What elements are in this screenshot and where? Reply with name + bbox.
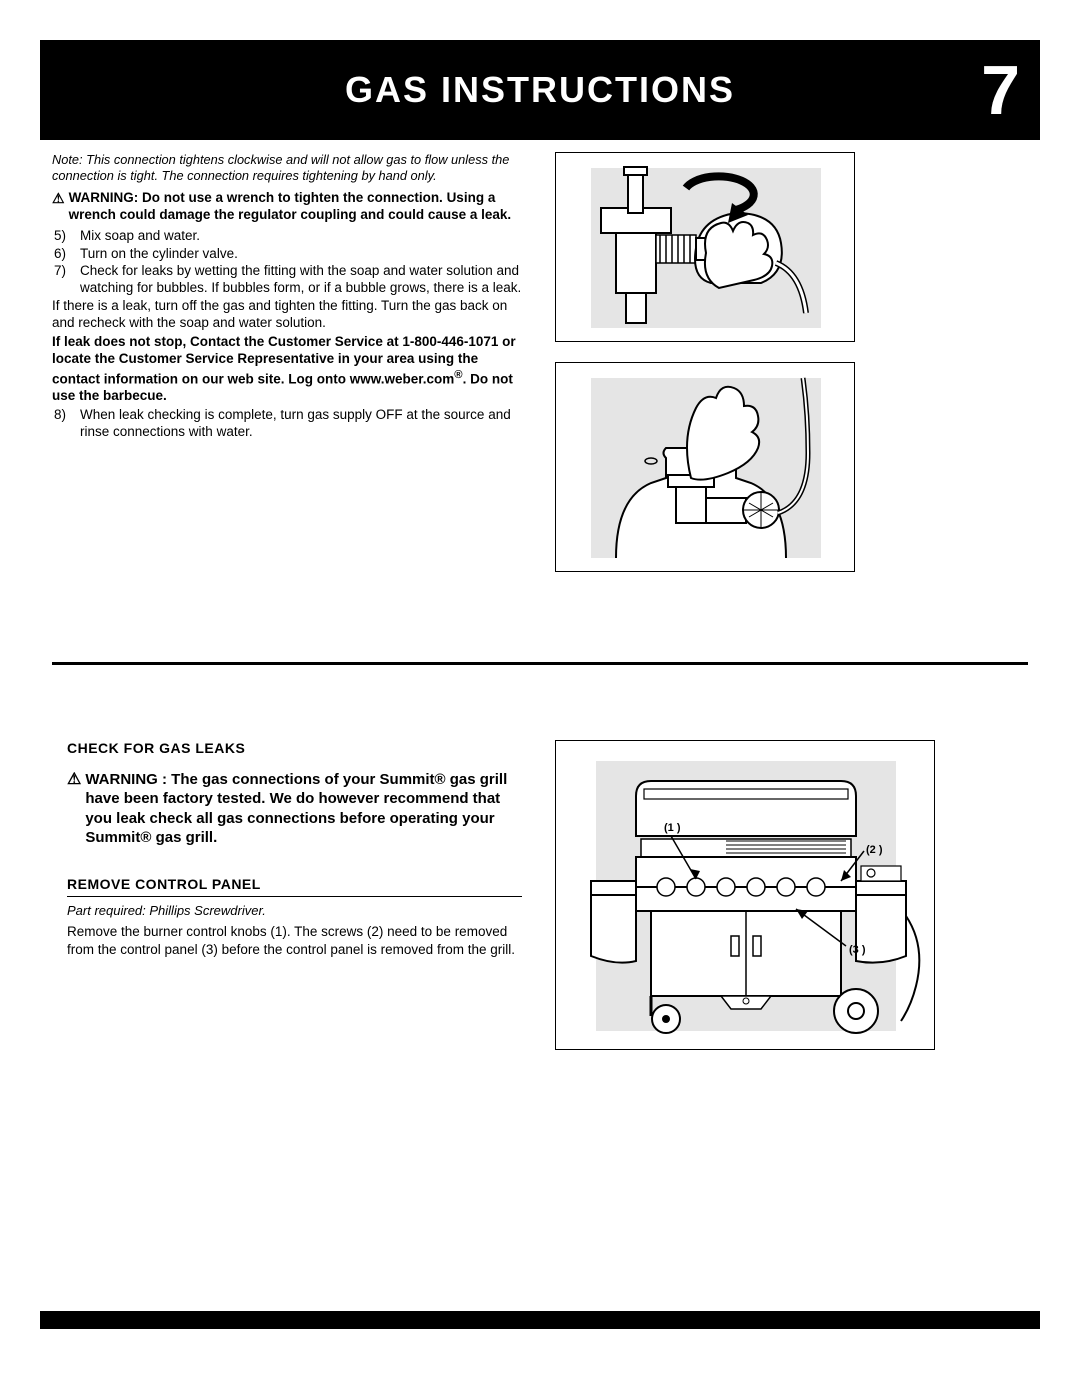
remove-panel-body: Remove the burner control knobs (1). The… <box>67 923 522 958</box>
section-top: Note: This connection tightens clockwise… <box>52 152 522 442</box>
step-7: 7) Check for leaks by wetting the fittin… <box>52 263 522 297</box>
figure-grill: (1 ) (2 ) (3 ) <box>555 740 935 1050</box>
note-text: Note: This connection tightens clockwise… <box>52 152 522 184</box>
contact-text: If leak does not stop, Contact the Custo… <box>52 334 516 386</box>
page-number: 7 <box>981 50 1020 130</box>
warning-text: WARNING : The gas connections of your Su… <box>85 770 522 848</box>
step-text: Check for leaks by wetting the fitting w… <box>80 263 522 297</box>
callout-1: (1 ) <box>664 822 681 834</box>
para-leak: If there is a leak, turn off the gas and… <box>52 298 522 332</box>
reg-mark: ® <box>454 369 462 381</box>
section-bottom: CHECK FOR GAS LEAKS ⚠ WARNING : The gas … <box>67 740 522 960</box>
part-required: Part required: Phillips Screwdriver. <box>67 903 522 920</box>
warning-icon: ⚠ <box>52 190 65 224</box>
callout-3: (3 ) <box>849 944 866 956</box>
heading-check-leaks: CHECK FOR GAS LEAKS <box>67 740 522 758</box>
step-num: 7) <box>52 263 80 297</box>
warning-bottom: ⚠ WARNING : The gas connections of your … <box>67 770 522 848</box>
heading-remove-panel: REMOVE CONTROL PANEL <box>67 876 522 894</box>
warning-text: WARNING: Do not use a wrench to tighten … <box>69 190 522 224</box>
rule <box>67 896 522 897</box>
step-num: 5) <box>52 228 80 245</box>
para-contact: If leak does not stop, Contact the Custo… <box>52 334 522 405</box>
step-text: Turn on the cylinder valve. <box>80 246 522 263</box>
step-num: 8) <box>52 407 80 441</box>
figure-regulator-hand <box>555 152 855 342</box>
figure-cylinder-valve <box>555 362 855 572</box>
divider <box>52 662 1028 665</box>
step-num: 6) <box>52 246 80 263</box>
step-6: 6) Turn on the cylinder valve. <box>52 246 522 263</box>
step-text: Mix soap and water. <box>80 228 522 245</box>
header-bar: GAS INSTRUCTIONS 7 <box>40 40 1040 140</box>
step-8: 8) When leak checking is complete, turn … <box>52 407 522 441</box>
step-text: When leak checking is complete, turn gas… <box>80 407 522 441</box>
page-title: GAS INSTRUCTIONS <box>40 69 1040 111</box>
warning-icon: ⚠ <box>67 770 81 848</box>
step-5: 5) Mix soap and water. <box>52 228 522 245</box>
warning-top: ⚠ WARNING: Do not use a wrench to tighte… <box>52 190 522 224</box>
footer-bar <box>40 1311 1040 1329</box>
callout-2: (2 ) <box>866 844 883 856</box>
